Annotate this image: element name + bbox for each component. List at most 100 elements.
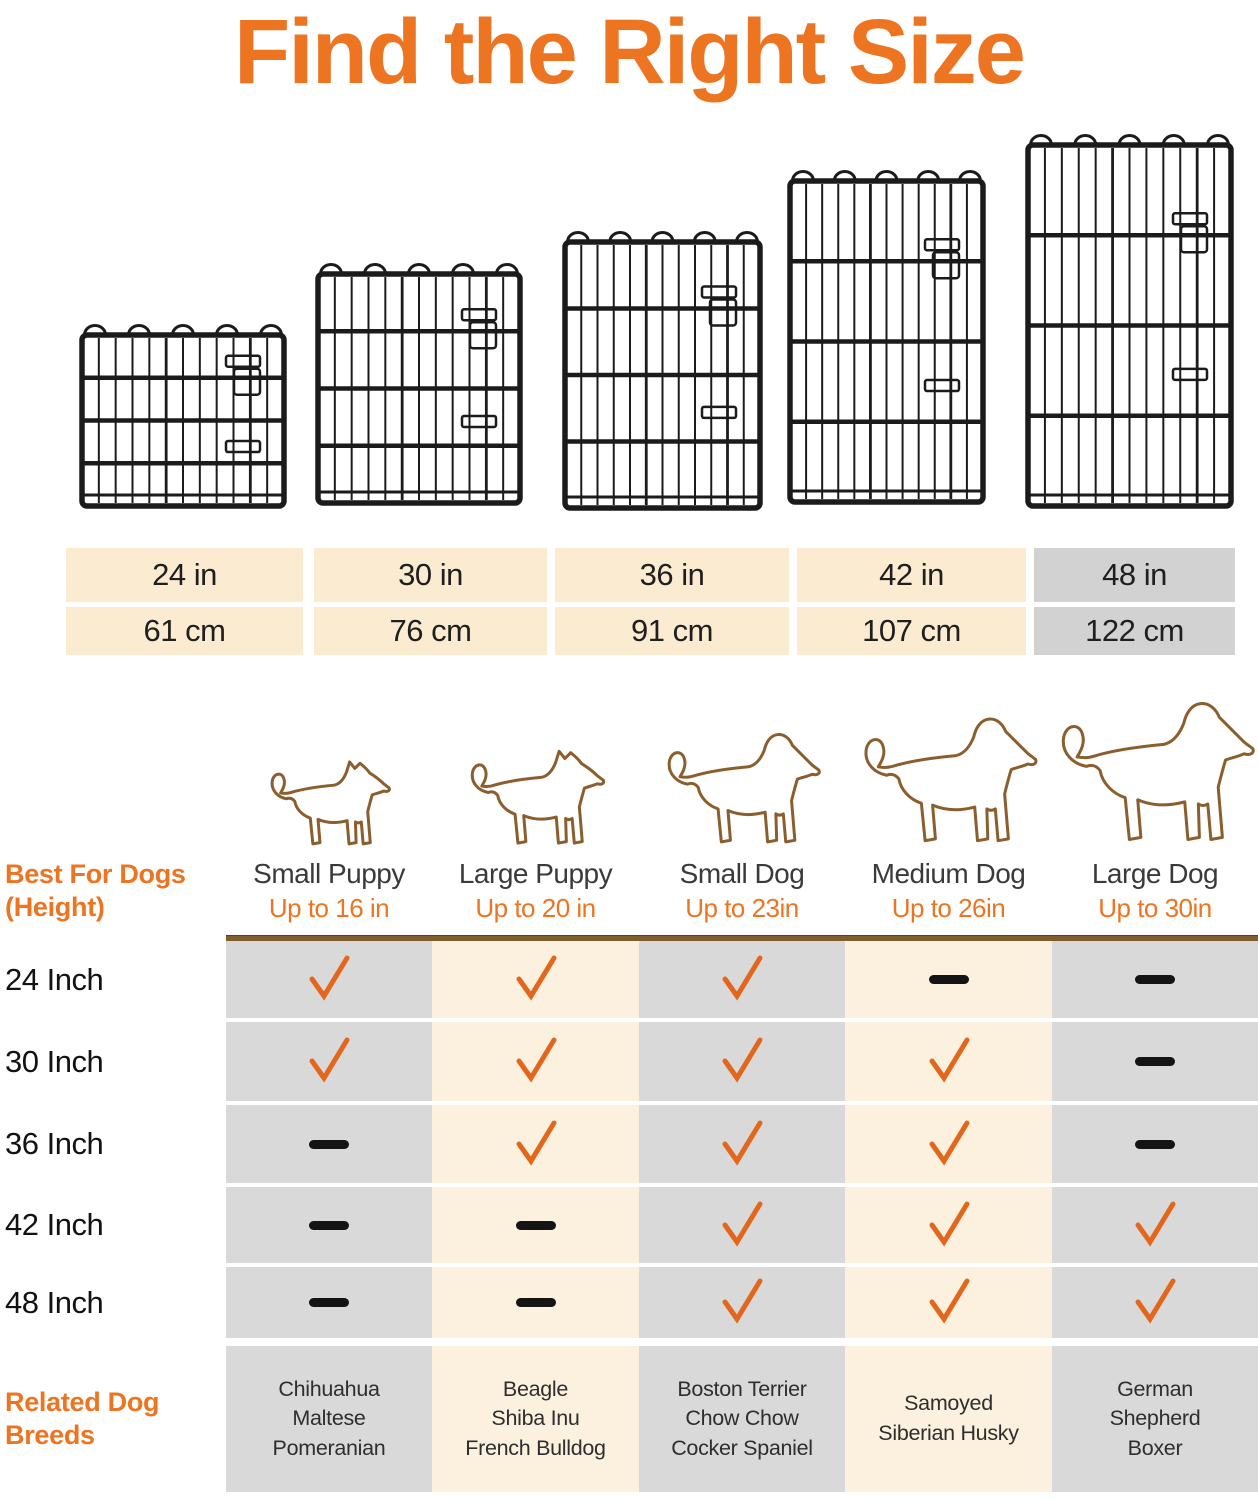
grid-cell-r0-c4 <box>1052 941 1258 1018</box>
breeds-cell-line: Cocker Spaniel <box>671 1435 813 1460</box>
grid-cell-r1-c0 <box>226 1022 432 1101</box>
column-header-height-1: Up to 20 in <box>475 893 596 923</box>
breeds-cell-line: Boxer <box>1127 1435 1183 1460</box>
grid-cell-r4-c2 <box>639 1267 845 1338</box>
grid-cell-r3-c2 <box>639 1187 845 1263</box>
row-label-30-inch: 30 Inch <box>5 1043 104 1079</box>
check-icon <box>509 1115 563 1174</box>
column-header-height-2: Up to 23in <box>685 893 799 923</box>
grid-cell-r3-c3 <box>845 1187 1052 1263</box>
best-for-dogs-label: Best For Dogs (Height) <box>5 858 186 924</box>
check-icon <box>509 950 563 1009</box>
grid-cell-r2-c2 <box>639 1105 845 1183</box>
size-cell-in-3: 42 in <box>797 548 1026 602</box>
check-icon <box>509 1032 563 1091</box>
row-label-42-inch: 42 Inch <box>5 1207 104 1242</box>
dash-icon <box>1135 1139 1175 1149</box>
size-cell-in-0: 24 in <box>66 548 303 602</box>
grid-cell-r3-c0 <box>226 1187 432 1263</box>
check-icon <box>1128 1273 1182 1332</box>
size-cell-cm-4: 122 cm <box>1034 607 1235 655</box>
breeds-cell-line: Shepherd <box>1109 1406 1201 1431</box>
check-icon <box>922 1032 976 1091</box>
breeds-cell-line: Beagle <box>502 1376 569 1401</box>
grid-cell-r2-c1 <box>432 1105 639 1183</box>
check-icon <box>715 950 769 1009</box>
column-header-name-4: Large Dog <box>1091 858 1219 889</box>
row-label-36-inch: 36 Inch <box>5 1126 104 1161</box>
check-icon <box>922 1196 976 1255</box>
dash-icon <box>928 975 969 984</box>
grid-cell-r1-c4 <box>1052 1022 1258 1101</box>
dog-silhouette-icon <box>854 706 1043 851</box>
row-label-24-inch: 24 Inch <box>5 961 104 997</box>
grid-cell-r0-c2 <box>639 941 845 1018</box>
breeds-cell-line: German <box>1117 1376 1193 1401</box>
breeds-cell-1: Beagle Shiba Inu French Bulldog <box>432 1346 639 1492</box>
column-header-name-0: Small Puppy <box>253 858 405 889</box>
wire-crate-panel-icon-48in <box>1023 131 1236 511</box>
check-icon <box>302 950 356 1009</box>
check-icon <box>715 1032 769 1091</box>
header-divider-bar <box>226 935 1258 942</box>
column-header-name-2: Small Dog <box>679 858 805 889</box>
grid-cell-r4-c3 <box>845 1267 1052 1338</box>
breeds-cell-2: Boston Terrier Chow Chow Cocker Spaniel <box>639 1346 845 1492</box>
dog-silhouette-icon <box>1050 689 1258 851</box>
check-icon <box>715 1115 769 1174</box>
breeds-cell-line: Pomeranian <box>272 1435 386 1460</box>
grid-cell-r2-c0 <box>226 1105 432 1183</box>
grid-cell-r4-c1 <box>432 1267 639 1338</box>
grid-cell-r1-c3 <box>845 1022 1052 1101</box>
check-icon <box>715 1196 769 1255</box>
best-for-dogs-label-line: (Height) <box>5 891 105 922</box>
grid-cell-r1-c2 <box>639 1022 845 1101</box>
dog-silhouette-icon <box>264 751 394 851</box>
related-dog-breeds-label: Related Dog Breeds <box>5 1386 160 1452</box>
dog-silhouette-icon <box>659 723 825 851</box>
size-cell-in-1: 30 in <box>314 548 547 602</box>
grid-cell-r0-c3 <box>845 941 1052 1018</box>
related-dog-breeds-label-line: Breeds <box>5 1419 95 1450</box>
wire-crate-panel-icon-24in <box>77 321 289 511</box>
dash-icon <box>1135 975 1175 984</box>
check-icon <box>302 1032 356 1091</box>
wire-crate-panel-icon-30in <box>313 260 525 508</box>
check-icon <box>922 1115 976 1174</box>
breeds-cell-4: German Shepherd Boxer <box>1052 1346 1258 1492</box>
row-label-48-inch: 48 Inch <box>5 1284 104 1320</box>
breeds-cell-line: Chihuahua <box>278 1376 380 1401</box>
grid-cell-r2-c4 <box>1052 1105 1258 1183</box>
check-icon <box>715 1273 769 1332</box>
breeds-cell-3: Samoyed Siberian Husky <box>845 1346 1052 1492</box>
dash-icon <box>309 1139 349 1149</box>
dog-silhouette-icon <box>463 739 609 851</box>
best-for-dogs-label-line: Best For Dogs <box>5 859 186 889</box>
dash-icon <box>309 1220 349 1230</box>
size-cell-cm-0: 61 cm <box>66 607 303 655</box>
size-cell-in-4: 48 in <box>1034 548 1235 602</box>
column-header-height-4: Up to 30in <box>1098 893 1212 923</box>
dash-icon <box>515 1298 556 1307</box>
column-header-height-3: Up to 26in <box>891 893 1006 923</box>
column-header-name-1: Large Puppy <box>458 858 613 889</box>
grid-cell-r0-c0 <box>226 941 432 1018</box>
grid-cell-r4-c0 <box>226 1267 432 1338</box>
dash-icon <box>309 1298 349 1307</box>
size-cell-cm-3: 107 cm <box>797 607 1026 655</box>
grid-cell-r1-c1 <box>432 1022 639 1101</box>
related-dog-breeds-label-line: Related Dog <box>5 1387 160 1417</box>
breeds-cell-line: French Bulldog <box>465 1435 606 1460</box>
dash-icon <box>1135 1057 1175 1066</box>
breeds-cell-line: Siberian Husky <box>878 1421 1019 1445</box>
grid-cell-r3-c1 <box>432 1187 639 1263</box>
size-cell-cm-1: 76 cm <box>314 607 547 655</box>
page-title: Find the Right Size <box>234 1 1026 103</box>
grid-cell-r4-c4 <box>1052 1267 1258 1338</box>
breeds-cell-line: Chow Chow <box>685 1406 799 1431</box>
check-icon <box>922 1273 976 1332</box>
size-cell-in-2: 36 in <box>555 548 789 602</box>
column-header-height-0: Up to 16 in <box>268 893 390 923</box>
breeds-cell-0: Chihuahua Maltese Pomeranian <box>226 1346 432 1492</box>
